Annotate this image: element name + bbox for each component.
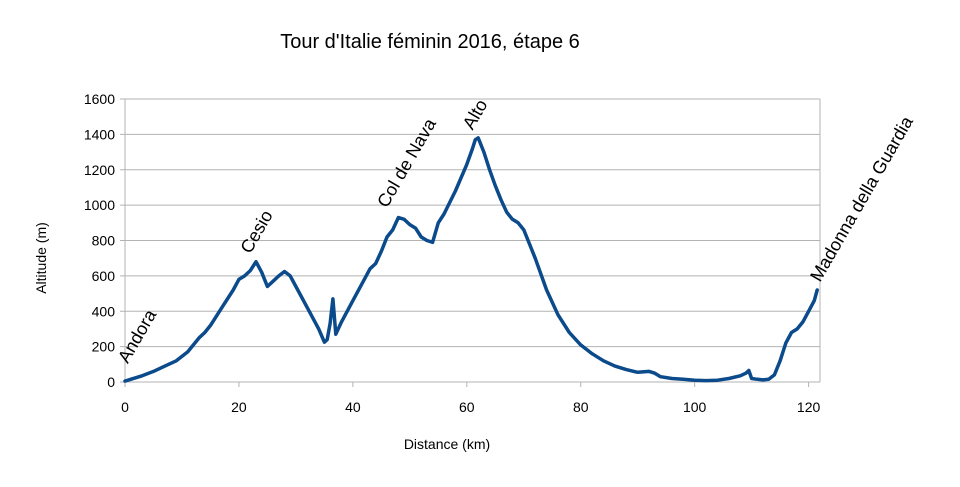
y-tick-label: 400	[92, 303, 116, 319]
x-tick-label: 20	[231, 399, 247, 415]
y-tick-label: 600	[92, 268, 116, 284]
y-tick-label: 1000	[84, 197, 115, 213]
y-tick-label: 1400	[84, 126, 115, 142]
gridlines	[125, 98, 820, 383]
y-tick-label: 0	[107, 374, 115, 390]
series-layer	[123, 136, 819, 383]
x-tick-label: 60	[459, 399, 475, 415]
y-tick-label: 1200	[84, 162, 115, 178]
x-tick-label: 0	[121, 399, 129, 415]
x-tick-label: 100	[683, 399, 707, 415]
annotation-label: Col de Nava	[373, 114, 440, 211]
chart-title: Tour d'Italie féminin 2016, étape 6	[280, 31, 580, 53]
annotation-label: Andora	[114, 305, 161, 366]
annotations: Andora Cesio Col de Nava Alto Madonna della …	[114, 96, 918, 366]
annotation-label: Madonna della Guardia	[806, 112, 917, 285]
x-tick-label: 120	[797, 399, 821, 415]
y-axis-label: Altitude (m)	[33, 222, 49, 294]
y-tick-label: 1600	[84, 91, 115, 107]
altitude-profile-line	[123, 136, 819, 383]
tick-labels: 0 200 400 600 800 1000 1200 1400 1600 0 20 40 60 80 10…	[84, 91, 821, 415]
y-tick-label: 800	[92, 233, 116, 249]
axes	[120, 98, 821, 387]
y-tick-label: 200	[92, 339, 116, 355]
x-tick-label: 80	[573, 399, 589, 415]
annotation-label: Alto	[459, 96, 492, 133]
annotation-label: Cesio	[236, 207, 276, 257]
x-tick-label: 40	[345, 399, 361, 415]
x-axis-label: Distance (km)	[404, 436, 490, 452]
